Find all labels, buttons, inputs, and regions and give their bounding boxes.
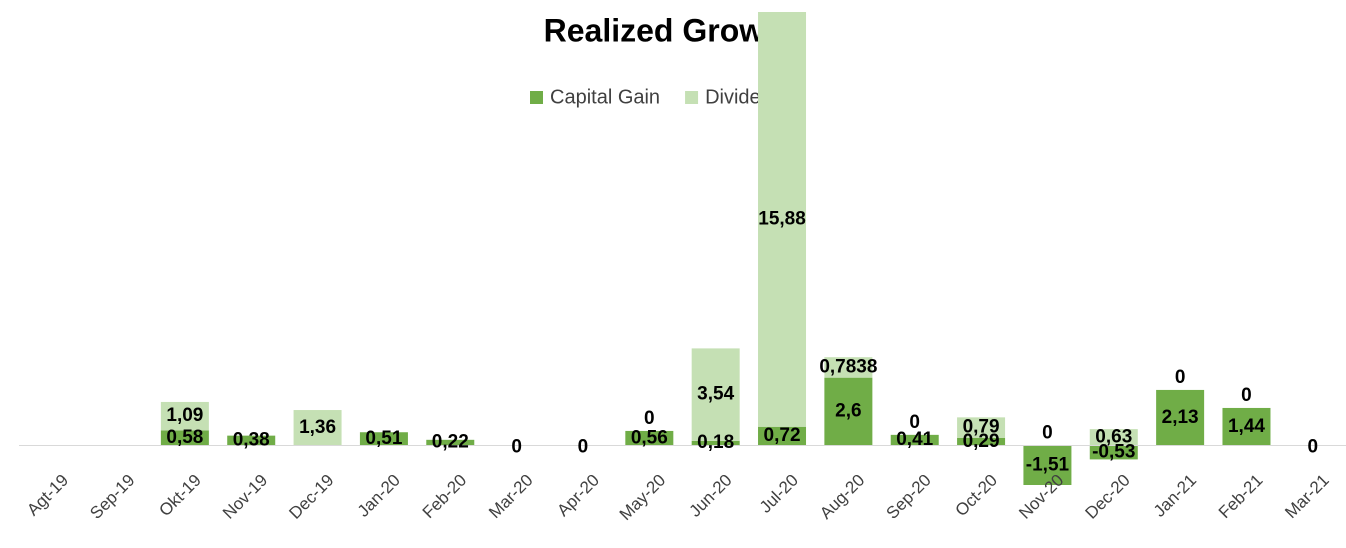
bar [890, 434, 939, 446]
data-label: 0,72 [764, 425, 801, 446]
data-label: 0 [644, 408, 655, 429]
bar [625, 430, 674, 446]
data-label: 0,56 [631, 427, 668, 448]
bar [824, 357, 873, 378]
bar [160, 401, 209, 431]
x-tick-label: Jun-20 [685, 471, 735, 521]
data-label: 0 [511, 437, 522, 458]
data-label: 0,41 [896, 429, 933, 450]
x-tick-label: Apr-20 [553, 471, 603, 521]
bar [227, 435, 276, 446]
data-label: 0,22 [432, 432, 469, 453]
x-tick-label: Dec-19 [285, 471, 337, 523]
x-tick-label: Jul-20 [756, 471, 802, 517]
bar [691, 440, 740, 446]
bar [824, 377, 873, 446]
x-tick-label: Sep-19 [86, 471, 138, 523]
data-label: 1,36 [299, 417, 336, 438]
data-label: 0 [1042, 423, 1053, 444]
data-label: 0,58 [166, 427, 203, 448]
bar [1023, 445, 1072, 485]
bar [1089, 429, 1138, 446]
x-tick-label: May-20 [616, 471, 670, 525]
bar [1156, 389, 1205, 446]
x-tick-label: Okt-19 [155, 471, 205, 521]
data-label: 0 [1241, 385, 1252, 406]
x-tick-label: Feb-20 [419, 471, 471, 523]
data-label: 1,09 [166, 405, 203, 426]
bar [1089, 445, 1138, 460]
x-tick-label: Sep-20 [883, 471, 935, 523]
data-label: 0 [1175, 367, 1186, 388]
data-label: 3,54 [697, 384, 734, 405]
x-tick-label: Jan-20 [354, 471, 404, 521]
bar [293, 410, 342, 446]
bar [957, 437, 1006, 446]
x-tick-label: Nov-19 [219, 471, 271, 523]
data-label: 0,51 [365, 428, 402, 449]
legend-swatch [530, 91, 543, 104]
x-tick-label: Mar-21 [1281, 471, 1333, 523]
data-label: -1,51 [1026, 454, 1070, 475]
chart-title: Realized Growth [544, 12, 795, 48]
data-label: 0 [578, 437, 589, 458]
bar [957, 417, 1006, 438]
x-tick-label: Dec-20 [1082, 471, 1134, 523]
data-label: 15,88 [758, 208, 806, 229]
data-label: 0,7838 [819, 356, 877, 377]
bar [426, 439, 475, 446]
bar [758, 426, 807, 446]
bar [1222, 407, 1271, 446]
data-label: 0,79 [963, 417, 1000, 438]
x-tick-label: Agt-19 [23, 471, 72, 520]
bar [691, 348, 740, 441]
data-label: 0,38 [233, 430, 270, 451]
x-tick-label: Mar-20 [485, 471, 537, 523]
data-label: 0,29 [963, 431, 1000, 452]
x-tick-label: Jan-21 [1150, 471, 1200, 521]
data-label: 0 [909, 412, 920, 433]
x-tick-label: Aug-20 [816, 471, 868, 523]
legend-label: Capital Gain [550, 86, 660, 108]
bar [359, 432, 408, 446]
bar [160, 430, 209, 446]
x-tick-label: Oct-20 [952, 471, 1002, 521]
data-label: 2,6 [835, 401, 861, 422]
legend-swatch [685, 91, 699, 104]
data-label: 2,13 [1162, 407, 1199, 428]
x-tick-label: Feb-21 [1215, 471, 1267, 523]
bar [758, 12, 807, 427]
data-label: 0 [1308, 437, 1319, 458]
data-label: 0,63 [1095, 426, 1132, 447]
data-label: -0,53 [1092, 441, 1135, 462]
data-label: 1,44 [1228, 416, 1265, 437]
data-label: 0,18 [697, 432, 734, 453]
